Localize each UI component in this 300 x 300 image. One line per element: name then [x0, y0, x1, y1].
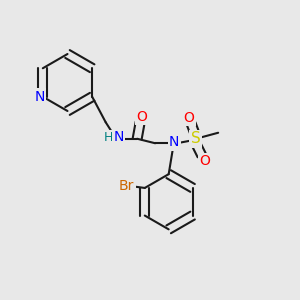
Text: Br: Br: [119, 179, 134, 194]
Text: N: N: [34, 90, 45, 104]
Text: O: O: [183, 111, 194, 125]
Text: N: N: [113, 130, 124, 144]
Text: S: S: [191, 131, 201, 146]
Text: O: O: [136, 110, 147, 124]
Text: H: H: [104, 131, 113, 144]
Text: N: N: [169, 135, 179, 149]
Text: O: O: [199, 154, 210, 168]
